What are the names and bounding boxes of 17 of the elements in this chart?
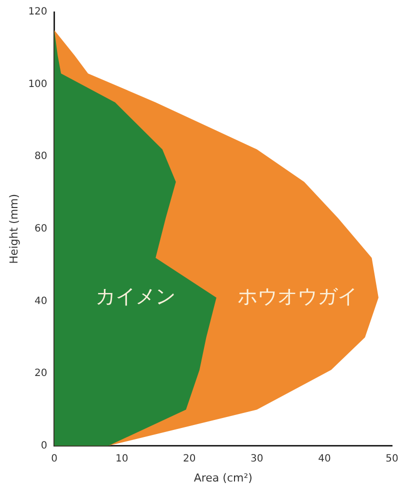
x-axis-title: Area (cm²) (194, 471, 252, 484)
y-tick-label: 100 (28, 78, 48, 90)
y-tick-label: 60 (34, 223, 48, 234)
x-tick-label: 40 (318, 453, 331, 464)
x-tick-label: 10 (115, 453, 128, 464)
x-tick-label: 20 (183, 453, 196, 464)
y-tick-label: 20 (34, 368, 48, 380)
series-label: カイメン (95, 284, 176, 308)
y-tick-label: 0 (40, 440, 48, 452)
x-tick-label: 50 (386, 453, 398, 464)
x-tick-label: 0 (51, 453, 58, 464)
y-axis-title: Height (mm) (7, 194, 20, 264)
y-tick-label: 120 (28, 6, 48, 18)
y-tick-label: 40 (34, 296, 48, 307)
y-tick-label: 80 (34, 151, 48, 162)
series-label: ホウオウガイ (237, 284, 358, 308)
x-tick-label: 30 (250, 453, 264, 464)
